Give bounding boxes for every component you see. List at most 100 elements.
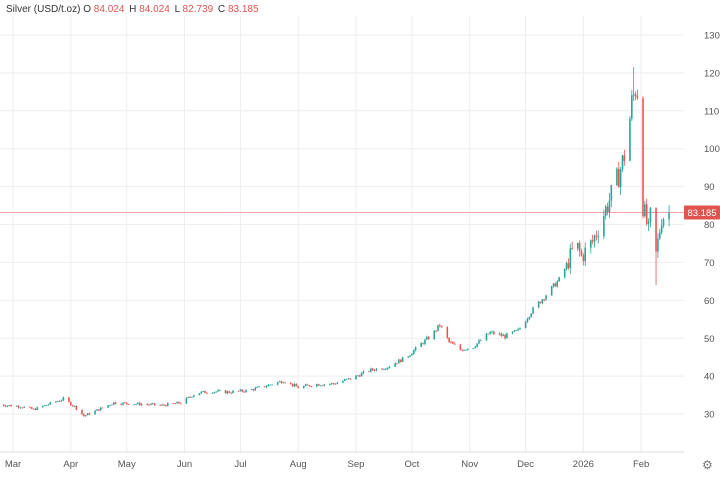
candle-body — [616, 168, 618, 186]
candle-body — [552, 283, 555, 287]
candle-body — [511, 331, 514, 334]
candle-body — [530, 313, 532, 317]
candle — [241, 389, 244, 393]
candle-body — [532, 307, 534, 314]
candle — [34, 407, 37, 411]
candle-body — [422, 343, 424, 345]
candle — [450, 340, 452, 344]
x-tick-label: Jun — [177, 459, 192, 470]
candle — [293, 383, 296, 388]
candle — [485, 332, 488, 341]
candle-body — [437, 325, 439, 331]
candle-body — [343, 379, 346, 381]
candle-body — [571, 248, 573, 249]
candle-body — [88, 413, 91, 415]
candle-body — [163, 404, 165, 406]
candle — [347, 378, 350, 380]
candle-body — [608, 200, 611, 213]
y-tick-label: 120 — [704, 68, 720, 79]
candle — [360, 372, 363, 377]
candle-body — [485, 333, 488, 341]
candle — [243, 391, 245, 394]
candle-body — [228, 391, 231, 393]
candle-body — [584, 247, 587, 262]
candle — [565, 261, 568, 271]
gear-icon[interactable]: ⚙ — [702, 458, 713, 472]
candle — [224, 390, 227, 394]
candle-body — [590, 240, 592, 248]
candle — [56, 400, 59, 402]
candle — [349, 378, 352, 380]
candle — [187, 396, 190, 399]
candle-body — [634, 94, 637, 97]
candle — [647, 218, 650, 232]
y-tick-label: 30 — [704, 410, 715, 421]
candle-body — [524, 321, 527, 329]
candle-body — [55, 401, 57, 403]
candle-body — [647, 221, 650, 224]
candle-body — [306, 384, 309, 386]
candle-body — [284, 382, 286, 384]
last-price-tag — [684, 205, 720, 220]
candle-body — [658, 232, 661, 239]
candle-body — [448, 337, 450, 342]
candle — [396, 363, 398, 365]
candle-body — [617, 168, 620, 188]
candle — [73, 405, 76, 408]
candle-body — [621, 155, 624, 170]
candle-body — [655, 207, 657, 252]
candle — [427, 336, 430, 340]
candle — [578, 240, 581, 257]
candle-body — [578, 242, 581, 251]
candle — [45, 404, 48, 406]
candle — [576, 242, 579, 251]
candles-layer — [2, 67, 670, 417]
low-label: L — [174, 4, 180, 15]
candle-body — [138, 402, 141, 406]
candle-body — [383, 369, 385, 370]
candle-body — [224, 390, 227, 394]
candle — [388, 365, 391, 369]
ohlc-legend: Silver (USD/t.oz) O 84.024 H 84.024 L 82… — [6, 4, 261, 15]
candle — [71, 404, 74, 407]
candle-body — [358, 375, 361, 377]
candle-body — [487, 333, 490, 335]
candle-body — [537, 301, 540, 308]
candle-body — [357, 375, 359, 377]
candle — [32, 408, 35, 410]
candle-body — [528, 316, 531, 319]
candle-body — [336, 382, 339, 385]
candle-body — [554, 283, 557, 287]
candle — [550, 285, 553, 296]
candle-body — [329, 384, 331, 385]
candle — [657, 233, 659, 258]
candle-body — [463, 349, 465, 351]
candle — [532, 306, 534, 315]
candle-body — [276, 382, 279, 385]
candle-body — [86, 413, 89, 416]
candle-body — [19, 407, 22, 409]
candle-body — [401, 357, 404, 363]
candle-body — [34, 408, 37, 411]
candle — [200, 391, 203, 394]
candle — [152, 402, 154, 405]
candle-body — [94, 410, 96, 415]
candle — [329, 383, 331, 386]
candle — [604, 204, 607, 220]
candle — [619, 166, 622, 196]
candle-body — [398, 359, 400, 364]
candle-body — [476, 343, 478, 347]
candle — [265, 385, 268, 388]
candle-body — [491, 331, 493, 333]
y-tick-label: 130 — [704, 30, 720, 41]
candle-body — [135, 404, 137, 405]
y-tick-label: 40 — [704, 372, 715, 383]
candle-body — [657, 238, 659, 252]
candle-body — [342, 380, 344, 383]
candle-body — [241, 389, 244, 392]
candle-body — [373, 370, 376, 371]
candle — [111, 404, 113, 406]
candle-body — [569, 248, 572, 269]
